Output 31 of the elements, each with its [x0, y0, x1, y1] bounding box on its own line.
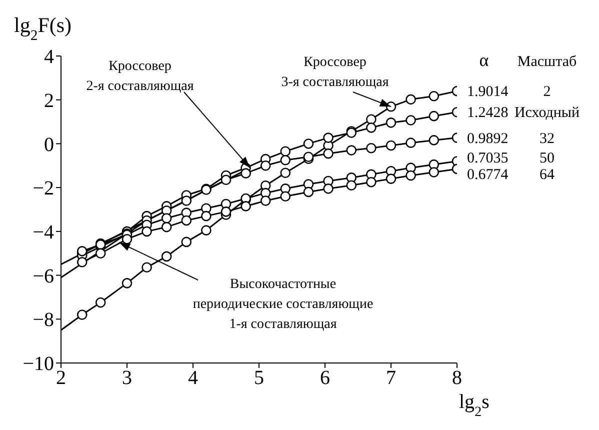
- y-tick-label: 0: [44, 134, 54, 156]
- text: 32: [540, 130, 554, 147]
- text: 0.6774: [467, 166, 509, 183]
- x-tick-label: 3: [122, 367, 132, 390]
- y-axis-title: lg$_{2}$F(s): [14, 13, 72, 44]
- y-tick-label: −4: [32, 222, 54, 244]
- text: 50: [540, 150, 554, 166]
- text: 1.2428: [467, 105, 508, 122]
- text: 2: [543, 84, 551, 100]
- legend-title: Масштаб: [517, 54, 577, 70]
- y-tick-label: −2: [32, 178, 54, 200]
- x-tick-label: 5: [254, 367, 264, 390]
- y-tick-label: 4: [44, 46, 54, 68]
- x-tick-label: 8: [452, 367, 462, 390]
- text: 0.9892: [467, 130, 508, 147]
- text: 1.9014: [467, 84, 509, 100]
- text: 64: [540, 166, 555, 183]
- y-tick-label: −8: [32, 309, 54, 332]
- y-tick-label: −10: [22, 353, 54, 376]
- text: α: [479, 50, 490, 70]
- annotation: Кроссовер 3-я составляющая: [281, 55, 390, 90]
- x-tick-label: 4: [188, 367, 198, 390]
- x-tick-label: 6: [320, 367, 330, 390]
- x-axis-title: lg$_{2}$s: [459, 391, 490, 420]
- text: Исходный: [514, 105, 580, 122]
- y-tick-label: 2: [44, 90, 54, 112]
- y-tick-label: −6: [32, 265, 54, 288]
- x-tick-label: 7: [386, 367, 396, 390]
- annotation: Кроссовер 2-я составляющая: [86, 59, 194, 94]
- annotation: Высокочастотные периодические составляющие 1-я составляющая: [192, 277, 374, 332]
- text: 0.7035: [467, 150, 508, 166]
